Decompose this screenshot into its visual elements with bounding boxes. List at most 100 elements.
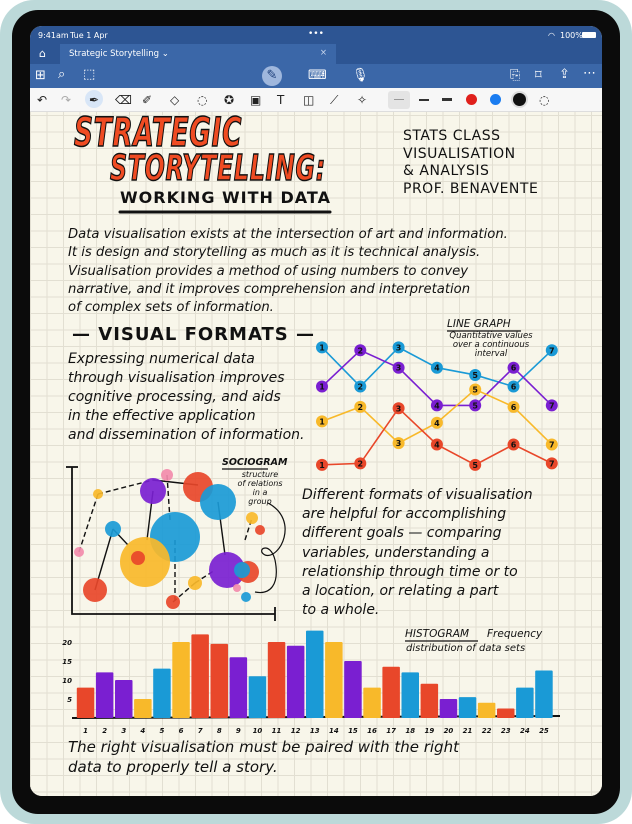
- text-line: cognitive processing, and aids: [68, 389, 281, 405]
- sociogram-node: [161, 469, 173, 481]
- histogram-description: distribution of data sets: [406, 643, 526, 654]
- redo-icon[interactable]: ↷: [61, 93, 72, 107]
- thin-stroke-button[interactable]: [388, 91, 410, 109]
- medium-stroke-button[interactable]: [419, 99, 429, 101]
- histogram-bar: [420, 683, 439, 718]
- color-picker-icon[interactable]: ◌: [539, 93, 550, 107]
- color-black-swatch[interactable]: [513, 93, 526, 106]
- line-graph-description: Quantitative values over a continuous inte…: [432, 332, 550, 359]
- laser-pointer-icon[interactable]: ✧: [357, 93, 368, 107]
- histogram-bar: [439, 699, 458, 718]
- line-point: [545, 399, 558, 412]
- line-point-label: 5: [472, 385, 478, 394]
- line-point: [469, 458, 482, 471]
- line-point: [430, 361, 443, 374]
- lasso-icon[interactable]: ◌: [197, 93, 208, 107]
- tab-bar: ⌂ Strategic Storytelling ⌄ ×: [30, 44, 602, 64]
- line-point: [430, 399, 443, 412]
- share-icon[interactable]: ⇪: [559, 67, 570, 82]
- histogram-bar: [115, 680, 133, 718]
- text-line: of relations: [237, 479, 283, 488]
- grid-icon[interactable]: ⊞: [35, 68, 46, 83]
- histogram-bar: [248, 676, 267, 718]
- goals-paragraph: Different formats of visualisation are he…: [302, 486, 533, 620]
- sociogram-node: [255, 525, 265, 535]
- histogram-bar: [95, 672, 114, 718]
- top-toolbar: ⊞ ⌕ ⬚ ✎ ⌨ 🎙︎ ⎘ ⌑ ⇪ ⋯: [30, 64, 602, 88]
- color-red-swatch[interactable]: [466, 94, 477, 105]
- text-line: PROF. BENAVENTE: [403, 180, 539, 197]
- line-point-label: 6: [511, 383, 517, 392]
- line-point: [316, 415, 328, 428]
- microphone-icon[interactable]: 🎙︎: [352, 68, 369, 83]
- line-point-label: 2: [358, 403, 364, 412]
- histogram-bar: [477, 702, 496, 718]
- histogram-x-tick: 13: [310, 727, 320, 735]
- sociogram-node: [166, 595, 180, 609]
- text-line: VISUALISATION: [403, 145, 516, 162]
- line-point-label: 5: [472, 401, 478, 410]
- eraser-icon[interactable]: ⌫: [115, 93, 132, 107]
- more-icon[interactable]: ⋯: [583, 66, 596, 81]
- line-point-label: 1: [319, 461, 325, 470]
- status-date: Tue 1 Apr: [70, 31, 108, 40]
- line-point-label: 7: [549, 459, 555, 468]
- histogram: 1 2 3 4 5 6 7 8 9 10 11 12 13 14 15 16 17 18 19 20 21 22 23 24 2…: [62, 630, 561, 735]
- histogram-x-tick: 5: [160, 727, 165, 735]
- histogram-x-tick: 20: [444, 727, 454, 735]
- chevron-down-icon[interactable]: ⌄: [161, 49, 169, 59]
- sociogram-title: SOCIOGRAM: [222, 457, 288, 468]
- text-line: structure: [241, 470, 279, 479]
- undo-icon[interactable]: ↶: [37, 93, 48, 107]
- line-point: [507, 438, 520, 451]
- text-line: over a continuous: [452, 340, 530, 350]
- tab-title: Strategic Storytelling: [69, 49, 160, 59]
- bookmark-icon[interactable]: ⌑: [535, 68, 542, 83]
- text-line: and dissemination of information.: [68, 427, 305, 443]
- home-icon[interactable]: ⌂: [39, 47, 46, 60]
- line-point-label: 4: [434, 401, 440, 410]
- ruler-icon[interactable]: ⟋: [330, 93, 339, 107]
- text-box-icon[interactable]: T: [277, 93, 285, 107]
- histogram-bar: [210, 643, 228, 718]
- line-point-label: 4: [434, 419, 440, 428]
- close-tab-icon[interactable]: ×: [319, 48, 327, 58]
- histogram-x-tick: 9: [236, 727, 241, 735]
- search-icon[interactable]: ⌕: [58, 67, 66, 82]
- keyboard-icon[interactable]: ⌨: [308, 68, 327, 83]
- tab-strategic-storytelling[interactable]: Strategic Storytelling ⌄ ×: [60, 44, 336, 64]
- color-blue-swatch[interactable]: [490, 94, 501, 105]
- title-line-1: STRATEGIC: [74, 109, 243, 157]
- histogram-bar: [497, 708, 515, 718]
- line-series-4: [321, 407, 553, 466]
- line-point-label: 3: [396, 404, 402, 413]
- text-line: Expressing numerical data: [68, 351, 255, 367]
- line-point: [507, 361, 520, 374]
- sticker-icon[interactable]: ✪: [224, 93, 235, 107]
- histogram-bar: [363, 687, 381, 718]
- image-icon[interactable]: ▣: [250, 93, 262, 107]
- shapes-icon[interactable]: ◇: [170, 93, 180, 107]
- histogram-x-tick: 14: [329, 727, 339, 735]
- lasso-shape-icon[interactable]: ⬚: [83, 67, 96, 82]
- highlighter-icon[interactable]: ✐: [142, 93, 153, 107]
- line-point-label: 4: [434, 441, 440, 450]
- line-point: [545, 457, 558, 470]
- histogram-x-tick: 8: [217, 727, 222, 735]
- histogram-x-tick: 24: [520, 727, 530, 735]
- histogram-bar: [76, 687, 95, 718]
- add-page-icon[interactable]: ⎘: [510, 68, 521, 83]
- pen-mode-icon[interactable]: ✎: [262, 66, 282, 86]
- camera-scan-icon[interactable]: ◫: [303, 93, 315, 107]
- thick-stroke-button[interactable]: [442, 98, 452, 101]
- text-line: group: [248, 497, 272, 506]
- sociogram-node: [131, 551, 145, 565]
- pen-icon[interactable]: ✒: [85, 90, 103, 108]
- histogram-x-tick: 3: [121, 727, 126, 735]
- text-line: a location, or relating a part: [302, 583, 499, 600]
- line-point: [392, 437, 405, 450]
- multitask-dots[interactable]: •••: [308, 29, 324, 39]
- text-line: of complex sets of information.: [68, 300, 274, 316]
- line-point: [392, 361, 405, 374]
